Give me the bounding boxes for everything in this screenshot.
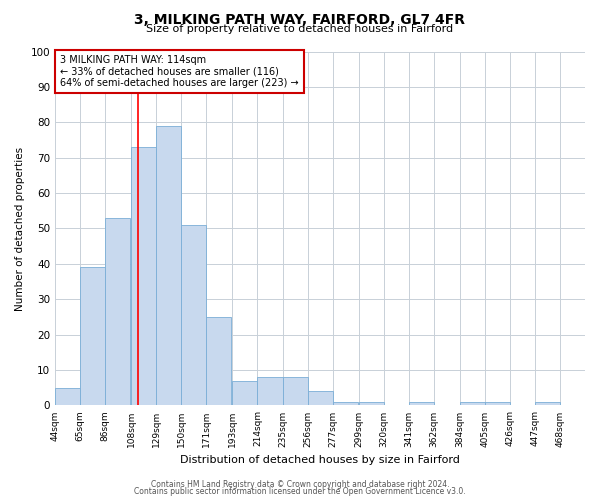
Bar — [156, 126, 181, 406]
Bar — [55, 388, 80, 406]
Bar — [485, 402, 510, 406]
Y-axis label: Number of detached properties: Number of detached properties — [15, 146, 25, 310]
Bar — [257, 377, 283, 406]
Bar — [535, 402, 560, 406]
Bar — [460, 402, 485, 406]
Text: Contains public sector information licensed under the Open Government Licence v3: Contains public sector information licen… — [134, 488, 466, 496]
Bar — [308, 392, 332, 406]
Bar — [206, 317, 231, 406]
Text: 3 MILKING PATH WAY: 114sqm
← 33% of detached houses are smaller (116)
64% of sem: 3 MILKING PATH WAY: 114sqm ← 33% of deta… — [61, 55, 299, 88]
Bar — [359, 402, 384, 406]
Bar — [181, 225, 206, 406]
X-axis label: Distribution of detached houses by size in Fairford: Distribution of detached houses by size … — [180, 455, 460, 465]
Bar — [232, 380, 257, 406]
Text: Contains HM Land Registry data © Crown copyright and database right 2024.: Contains HM Land Registry data © Crown c… — [151, 480, 449, 489]
Text: 3, MILKING PATH WAY, FAIRFORD, GL7 4FR: 3, MILKING PATH WAY, FAIRFORD, GL7 4FR — [134, 12, 466, 26]
Bar — [131, 147, 156, 406]
Bar — [105, 218, 130, 406]
Bar — [80, 268, 105, 406]
Text: Size of property relative to detached houses in Fairford: Size of property relative to detached ho… — [146, 24, 454, 34]
Bar — [332, 402, 358, 406]
Bar — [409, 402, 434, 406]
Bar — [283, 377, 308, 406]
